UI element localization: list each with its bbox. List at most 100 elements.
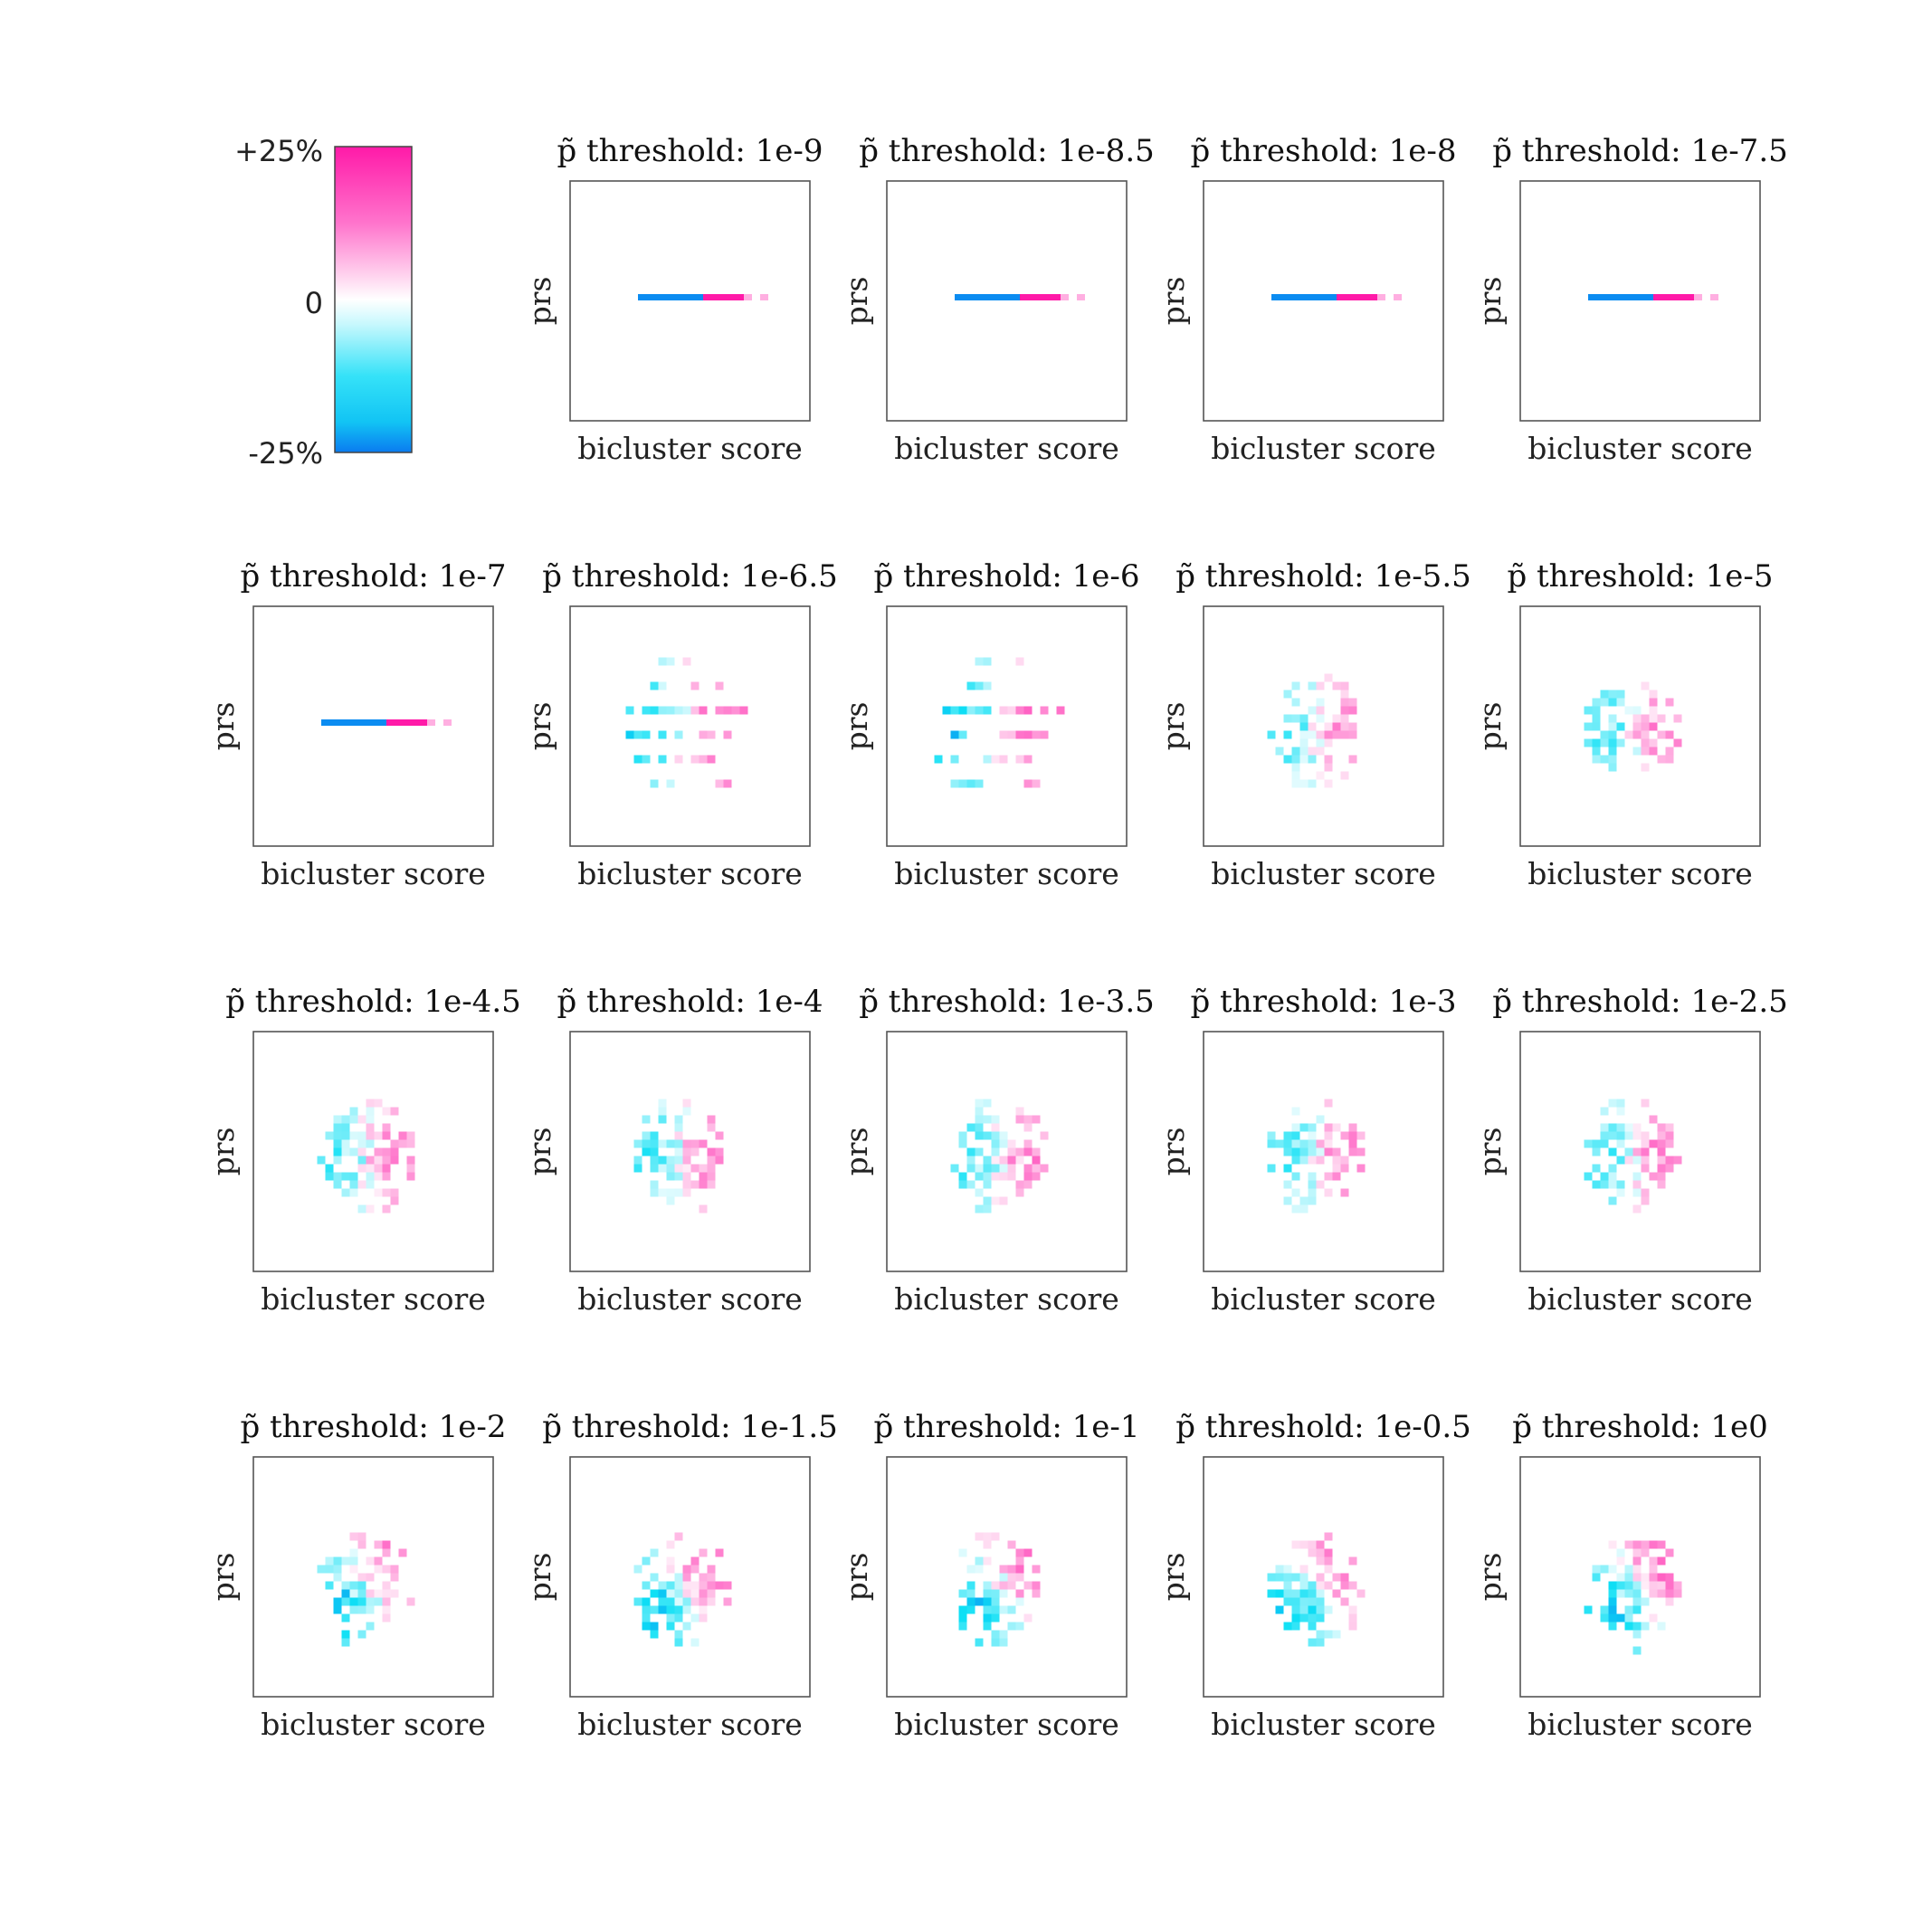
heatmap-cell bbox=[633, 755, 642, 764]
heatmap-cell bbox=[325, 1556, 334, 1566]
heatmap-cell bbox=[1608, 1172, 1617, 1181]
heatmap-cell bbox=[950, 730, 959, 739]
panel-1e-2: p̃ threshold: 1e-2 bicluster score prs bbox=[205, 1409, 507, 1742]
heatmap-cell bbox=[707, 1589, 716, 1598]
panel-title: p̃ threshold: 1e-9 bbox=[557, 133, 823, 169]
heatmap-cell bbox=[1624, 1622, 1633, 1631]
heatmap-cell bbox=[999, 1164, 1008, 1173]
heatmap-cell bbox=[682, 1156, 691, 1165]
heatmap-cell bbox=[1316, 730, 1325, 739]
heatmap-cell bbox=[1291, 1605, 1300, 1614]
heatmap-cell bbox=[1023, 1180, 1033, 1189]
heatmap-cell bbox=[991, 1115, 1000, 1124]
heatmap-cell bbox=[1308, 1123, 1317, 1132]
heatmap-cell bbox=[1632, 1172, 1642, 1181]
heatmap-cell bbox=[975, 1597, 984, 1606]
heatmap-cell bbox=[991, 1156, 1000, 1165]
heatmap-cell bbox=[366, 1589, 375, 1598]
heatmap-cell bbox=[1332, 1589, 1341, 1598]
heatmap-cell bbox=[966, 1156, 976, 1165]
heatmap-cell bbox=[1316, 714, 1325, 723]
heatmap-cell bbox=[1661, 294, 1670, 300]
heatmap-cell bbox=[1324, 763, 1333, 772]
heatmap-cell bbox=[1657, 1139, 1666, 1148]
heatmap-cell bbox=[987, 294, 995, 300]
heatmap-cell bbox=[1316, 1581, 1325, 1590]
y-axis-label: prs bbox=[1472, 1128, 1508, 1176]
heatmap-cell bbox=[966, 1581, 976, 1590]
heatmap-cell bbox=[349, 1565, 358, 1574]
heatmap-cell bbox=[357, 1204, 366, 1213]
heatmap-cell bbox=[357, 1180, 366, 1189]
heatmap-cell bbox=[1624, 1131, 1633, 1140]
heatmap-cell bbox=[983, 1605, 992, 1614]
heatmap-cell bbox=[341, 1172, 350, 1181]
heatmap-cell bbox=[731, 706, 740, 715]
heatmap-cell bbox=[1291, 1107, 1300, 1116]
heatmap-cell bbox=[682, 1147, 691, 1156]
heatmap-cell bbox=[349, 1147, 358, 1156]
heatmap-cell bbox=[650, 1622, 659, 1631]
heatmap-cell bbox=[642, 730, 651, 739]
heatmap-cell bbox=[975, 1532, 984, 1541]
y-axis-label: prs bbox=[205, 702, 241, 751]
heatmap-cell bbox=[1600, 1565, 1609, 1574]
heatmap-cell bbox=[658, 706, 667, 715]
heatmap-cell bbox=[1324, 1605, 1333, 1614]
x-axis-label: bicluster score bbox=[1211, 856, 1436, 891]
heatmap-cell bbox=[1608, 1613, 1617, 1623]
heatmap-cell bbox=[1032, 1147, 1041, 1156]
heatmap-cell bbox=[1649, 1613, 1658, 1623]
heatmap-cell bbox=[1007, 1139, 1016, 1148]
panel-1e-5.5: p̃ threshold: 1e-5.5 bicluster score prs bbox=[1156, 558, 1471, 891]
heatmap-cell bbox=[382, 1605, 391, 1614]
heatmap-cells bbox=[1588, 294, 1718, 300]
heatmap-cell bbox=[1608, 1099, 1617, 1108]
heatmap-cell bbox=[317, 1565, 326, 1574]
heatmap-cell bbox=[642, 1605, 651, 1614]
heatmap-cell bbox=[1608, 738, 1617, 747]
panel-frame bbox=[569, 1031, 811, 1272]
heatmap-cell bbox=[1296, 294, 1304, 300]
heatmap-cell bbox=[1616, 1581, 1625, 1590]
heatmap-cell bbox=[1015, 1107, 1024, 1116]
heatmap-cell bbox=[1649, 690, 1658, 699]
heatmap-cell bbox=[1340, 681, 1349, 690]
heatmap-cell bbox=[658, 1156, 667, 1165]
heatmap-cell bbox=[975, 1172, 984, 1181]
heatmap-cell bbox=[1291, 747, 1300, 756]
heatmap-cell bbox=[317, 1156, 326, 1165]
heatmap-cell bbox=[1283, 1180, 1292, 1189]
heatmap-cell bbox=[662, 294, 671, 300]
heatmap-cell bbox=[406, 1172, 415, 1181]
heatmap-cell bbox=[357, 1131, 366, 1140]
panel-title: p̃ threshold: 1e0 bbox=[1512, 1409, 1768, 1445]
heatmap-cell bbox=[1299, 1540, 1309, 1549]
heatmap-cell bbox=[666, 1139, 675, 1148]
panel-1e-3.5: p̃ threshold: 1e-3.5 bicluster score prs bbox=[839, 984, 1155, 1317]
heatmap-cell bbox=[682, 1622, 691, 1631]
panel-1e-7: p̃ threshold: 1e-7 bicluster score prs bbox=[205, 558, 507, 891]
heatmap-cell bbox=[1678, 294, 1686, 300]
heatmap-cell bbox=[1641, 714, 1650, 723]
heatmap-cell bbox=[658, 1589, 667, 1598]
heatmap-cell bbox=[1332, 722, 1341, 731]
heatmap-cell bbox=[1356, 1131, 1366, 1140]
heatmap-cell bbox=[1324, 779, 1333, 788]
heatmap-cell bbox=[382, 1172, 391, 1181]
heatmap-cell bbox=[650, 681, 659, 690]
heatmap-cell bbox=[1641, 1164, 1650, 1173]
heatmap-cells bbox=[625, 657, 748, 788]
heatmap-cell bbox=[975, 1204, 984, 1213]
heatmap-cell bbox=[374, 1540, 383, 1549]
heatmap-cell bbox=[979, 294, 987, 300]
heatmap-cell bbox=[1337, 294, 1345, 300]
heatmap-cell bbox=[1641, 763, 1650, 772]
heatmap-cell bbox=[390, 1573, 399, 1582]
heatmap-cell bbox=[1616, 738, 1625, 747]
heatmap-cell bbox=[707, 1115, 716, 1124]
heatmap-cell bbox=[723, 1581, 732, 1590]
heatmap-cell bbox=[1304, 294, 1312, 300]
heatmap-cells bbox=[1267, 1532, 1366, 1647]
heatmap-cell bbox=[1308, 1139, 1317, 1148]
